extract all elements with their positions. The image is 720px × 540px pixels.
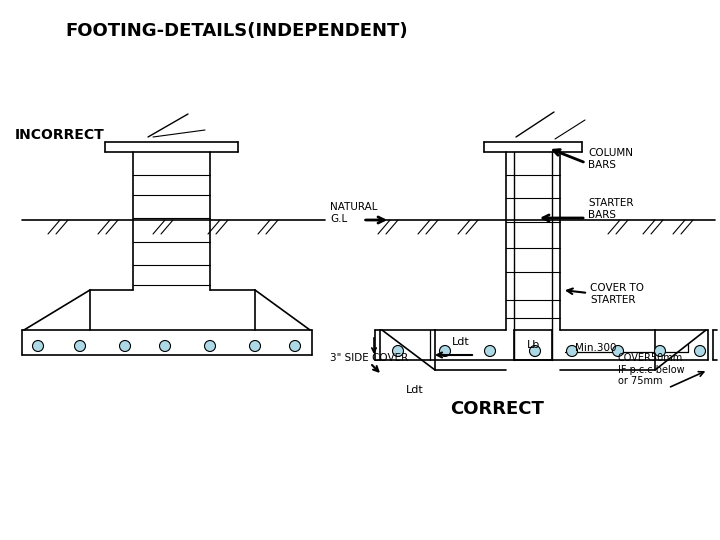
Text: Lb: Lb	[526, 340, 539, 350]
Text: COLUMN
BARS: COLUMN BARS	[588, 148, 633, 170]
Circle shape	[289, 341, 300, 352]
Circle shape	[613, 346, 624, 356]
Text: COVER50mm
IF p.c.c below
or 75mm: COVER50mm IF p.c.c below or 75mm	[618, 353, 685, 386]
Circle shape	[485, 346, 495, 356]
Circle shape	[695, 346, 706, 356]
Text: Ldt: Ldt	[452, 337, 469, 347]
Circle shape	[654, 346, 665, 356]
Text: CORRECT: CORRECT	[450, 400, 544, 418]
Circle shape	[204, 341, 215, 352]
Circle shape	[250, 341, 261, 352]
Text: COVER TO
STARTER: COVER TO STARTER	[590, 283, 644, 305]
Circle shape	[529, 346, 541, 356]
Circle shape	[120, 341, 130, 352]
Text: Ldt: Ldt	[406, 385, 424, 395]
Text: STARTER
BARS: STARTER BARS	[588, 198, 634, 220]
Circle shape	[160, 341, 171, 352]
Text: NATURAL
G.L: NATURAL G.L	[330, 202, 377, 224]
Circle shape	[32, 341, 43, 352]
Circle shape	[567, 346, 577, 356]
Circle shape	[74, 341, 86, 352]
Text: 3" SIDE COVER: 3" SIDE COVER	[330, 353, 408, 363]
Text: FOOTING-DETAILS(INDEPENDENT): FOOTING-DETAILS(INDEPENDENT)	[65, 22, 408, 40]
Text: Min.300: Min.300	[575, 343, 616, 353]
Circle shape	[439, 346, 451, 356]
Circle shape	[392, 346, 403, 356]
Text: INCORRECT: INCORRECT	[15, 128, 104, 142]
